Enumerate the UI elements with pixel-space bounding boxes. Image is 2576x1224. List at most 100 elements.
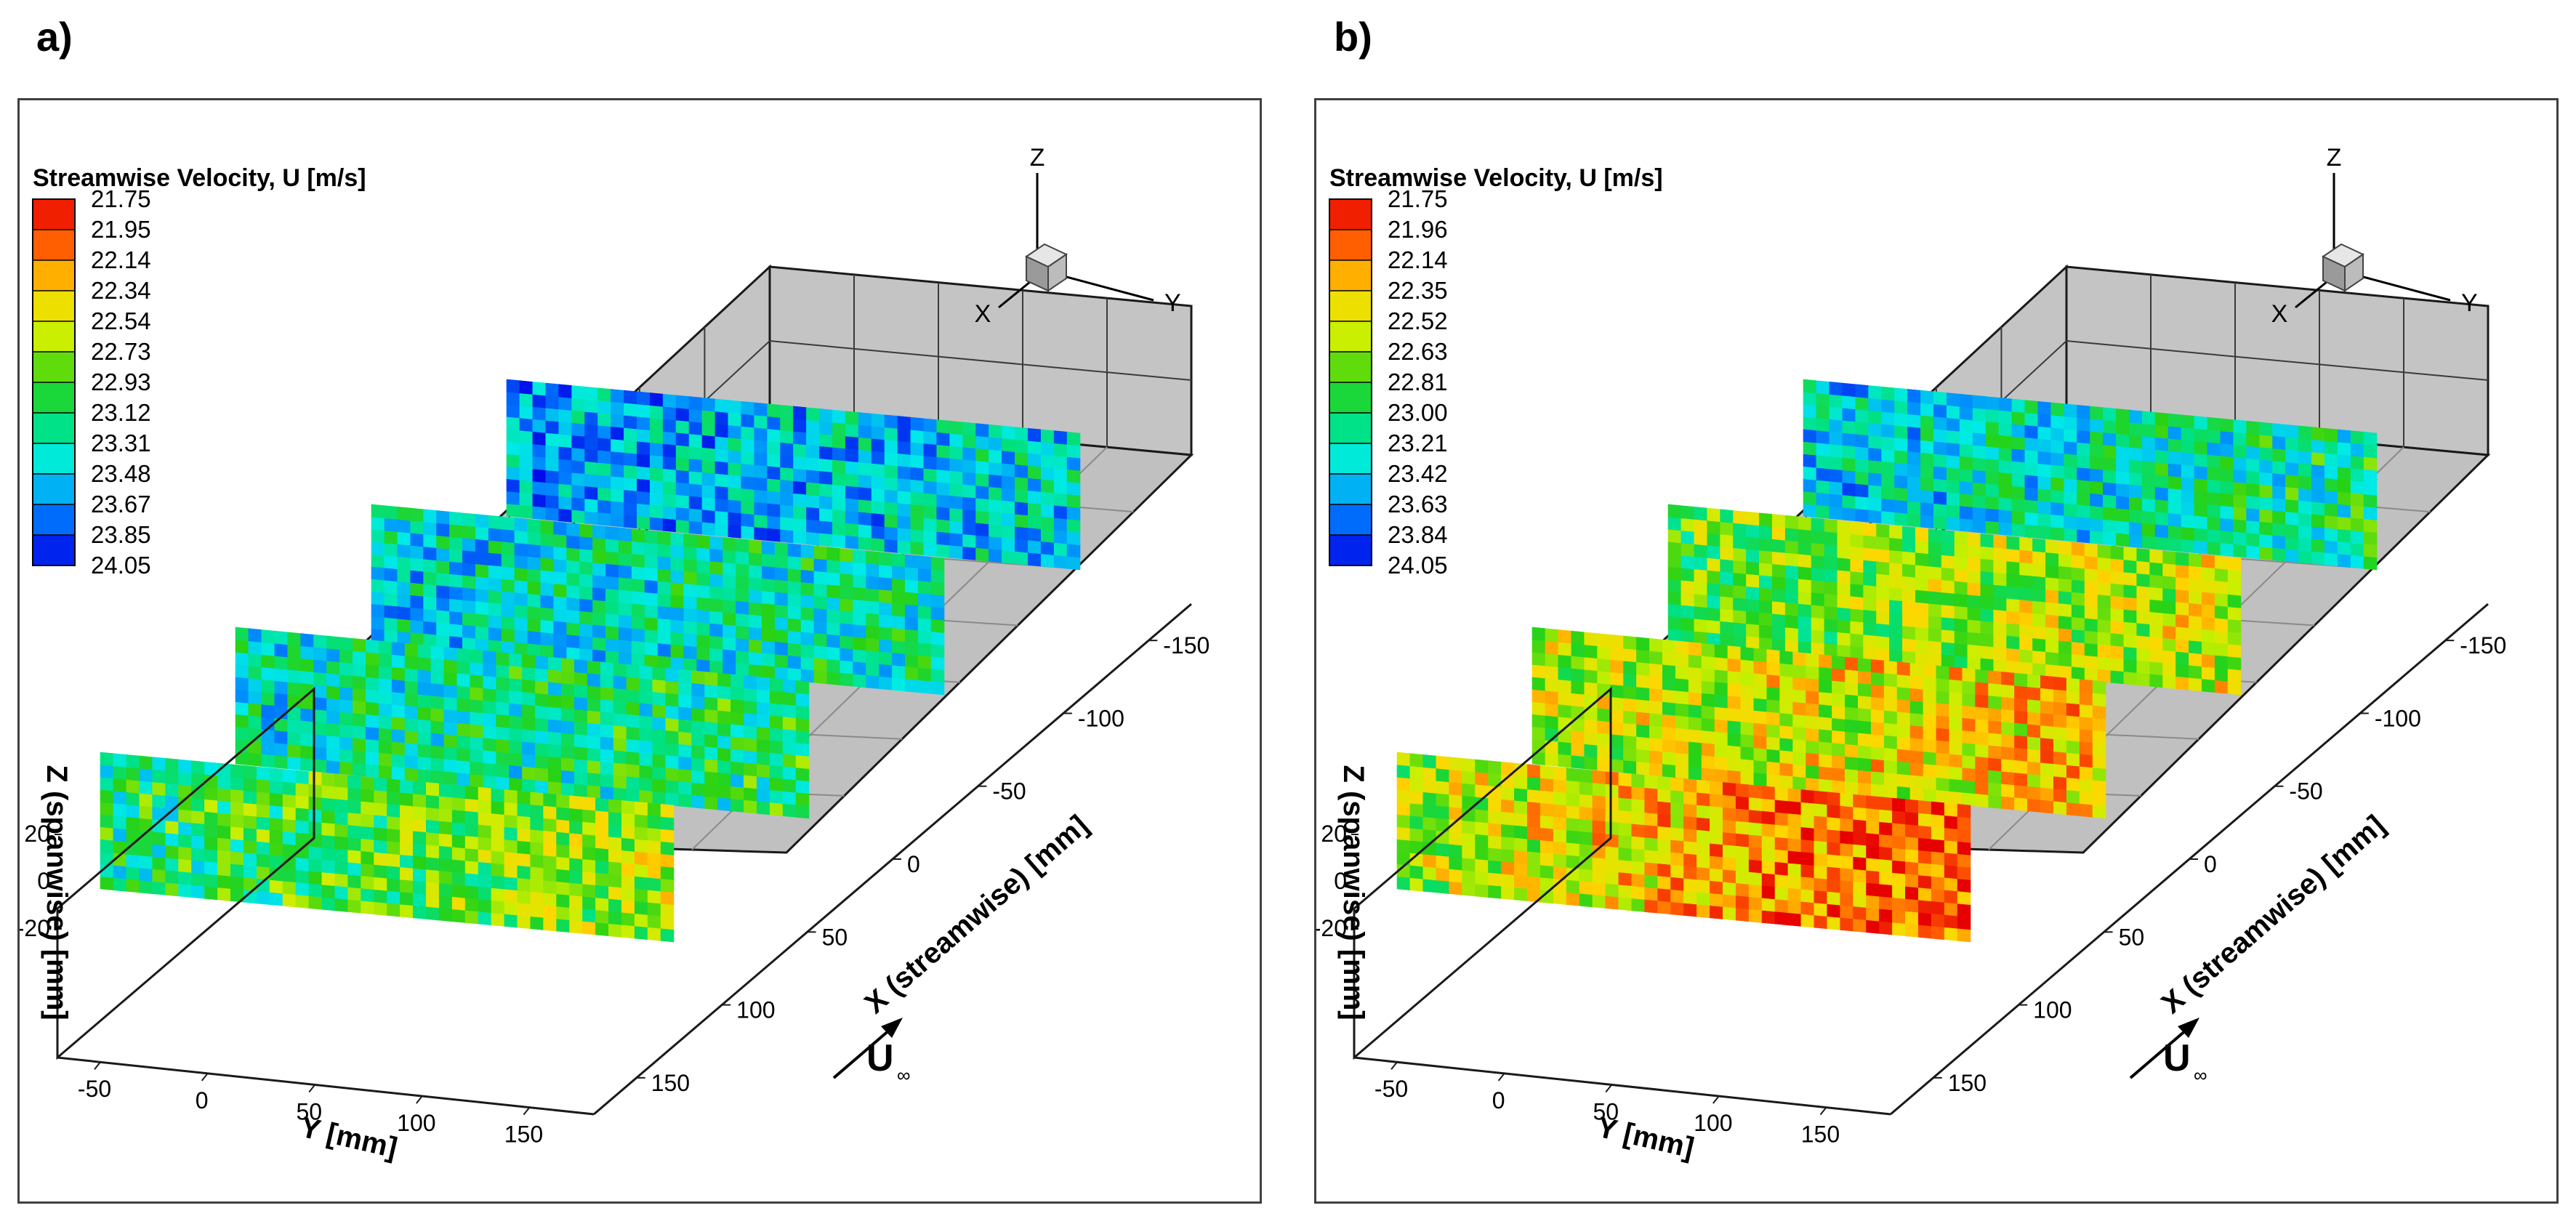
velocity-cell bbox=[217, 775, 231, 790]
velocity-cell bbox=[2272, 485, 2286, 500]
velocity-cell bbox=[611, 500, 624, 515]
velocity-cell bbox=[384, 605, 398, 619]
velocity-cell bbox=[1792, 701, 1806, 716]
velocity-cell bbox=[936, 432, 950, 446]
velocity-cell bbox=[519, 454, 534, 470]
velocity-cell bbox=[1853, 794, 1867, 809]
velocity-cell bbox=[1853, 856, 1867, 871]
velocity-cell bbox=[2220, 467, 2234, 483]
velocity-cell bbox=[1657, 875, 1671, 890]
velocity-cell bbox=[2019, 537, 2033, 552]
velocity-cell bbox=[1819, 716, 1832, 731]
velocity-cell bbox=[688, 433, 703, 448]
flow-arrow bbox=[2129, 1023, 2194, 1079]
velocity-cell bbox=[1779, 663, 1793, 677]
velocity-cell bbox=[787, 543, 802, 557]
velocity-cell bbox=[2032, 563, 2046, 578]
velocity-cell bbox=[660, 816, 675, 831]
velocity-cell bbox=[269, 780, 283, 794]
velocity-cell bbox=[556, 918, 570, 933]
velocity-cell bbox=[2214, 629, 2229, 645]
velocity-cell bbox=[644, 653, 659, 669]
velocity-cell bbox=[1998, 447, 2013, 462]
velocity-cell bbox=[2071, 653, 2085, 669]
velocity-cell bbox=[540, 607, 555, 621]
velocity-cell bbox=[1766, 686, 1781, 701]
velocity-cell bbox=[613, 663, 627, 677]
velocity-cell bbox=[749, 613, 762, 629]
velocity-cell bbox=[2058, 565, 2072, 580]
velocity-cell bbox=[2079, 716, 2093, 730]
velocity-cell bbox=[665, 705, 679, 720]
velocity-cell bbox=[1998, 422, 2013, 437]
velocity-cell bbox=[1967, 606, 1981, 621]
velocity-cell bbox=[1806, 665, 1819, 680]
velocity-cell bbox=[378, 728, 393, 742]
velocity-cell bbox=[634, 851, 648, 866]
velocity-cell bbox=[1475, 759, 1489, 774]
velocity-cell bbox=[892, 640, 906, 655]
velocity-cell bbox=[1814, 902, 1828, 917]
velocity-cell bbox=[235, 689, 249, 704]
velocity-cell bbox=[1610, 721, 1624, 736]
velocity-cell bbox=[2027, 723, 2041, 738]
velocity-cell bbox=[1636, 649, 1650, 664]
velocity-cell bbox=[1675, 714, 1689, 730]
velocity-cell bbox=[387, 877, 401, 893]
velocity-cell bbox=[313, 746, 327, 761]
velocity-cell bbox=[845, 411, 859, 425]
velocity-cell bbox=[2227, 631, 2242, 645]
velocity-cell bbox=[975, 448, 989, 462]
velocity-cell bbox=[2220, 542, 2234, 557]
z-axis-box bbox=[1353, 686, 1612, 1060]
velocity-cell bbox=[597, 499, 611, 514]
velocity-cell bbox=[1959, 480, 1973, 495]
velocity-cell bbox=[535, 779, 549, 794]
velocity-cell bbox=[662, 493, 677, 508]
velocity-cell bbox=[113, 877, 127, 892]
velocity-cell bbox=[832, 422, 846, 437]
velocity-cell bbox=[2040, 774, 2054, 789]
velocity-cell bbox=[605, 588, 619, 603]
velocity-cell bbox=[1819, 704, 1832, 718]
velocity-cell bbox=[701, 422, 716, 437]
velocity-cell bbox=[1853, 818, 1867, 834]
velocity-cell bbox=[514, 629, 528, 644]
velocity-cell bbox=[624, 390, 637, 405]
velocity-cell bbox=[795, 754, 810, 769]
velocity-cell bbox=[1892, 860, 1906, 874]
velocity-cell bbox=[1761, 910, 1776, 925]
velocity-cell bbox=[1957, 927, 1971, 943]
velocity-cell bbox=[1931, 851, 1945, 866]
velocity-cell bbox=[470, 661, 484, 676]
velocity-cell bbox=[519, 430, 534, 445]
velocity-cell bbox=[1618, 784, 1633, 800]
velocity-cell bbox=[1584, 719, 1598, 733]
velocity-cell bbox=[1972, 507, 1987, 521]
velocity-cell bbox=[1714, 756, 1728, 770]
velocity-cell bbox=[100, 826, 114, 841]
velocity-cell bbox=[892, 664, 906, 680]
velocity-cell bbox=[2058, 652, 2072, 667]
velocity-cell bbox=[780, 417, 794, 432]
velocity-cell bbox=[532, 431, 547, 446]
velocity-cell bbox=[532, 406, 547, 421]
velocity-cell bbox=[675, 482, 690, 496]
velocity-cell bbox=[1975, 681, 1989, 696]
velocity-cell bbox=[2207, 429, 2221, 444]
velocity-cell bbox=[670, 581, 685, 597]
velocity-cell bbox=[728, 412, 742, 427]
velocity-cell bbox=[1002, 475, 1015, 490]
triad-x-line bbox=[2295, 281, 2327, 309]
velocity-cell bbox=[456, 722, 471, 737]
velocity-cell bbox=[1883, 760, 1898, 774]
velocity-cell bbox=[1579, 831, 1593, 845]
velocity-cell bbox=[691, 683, 705, 697]
velocity-cell bbox=[1662, 676, 1676, 691]
velocity-cell bbox=[611, 438, 624, 453]
velocity-cell bbox=[761, 590, 776, 605]
velocity-cell bbox=[949, 507, 963, 522]
velocity-cell bbox=[652, 679, 667, 693]
velocity-cell bbox=[2032, 650, 2046, 665]
velocity-cell bbox=[675, 494, 690, 509]
